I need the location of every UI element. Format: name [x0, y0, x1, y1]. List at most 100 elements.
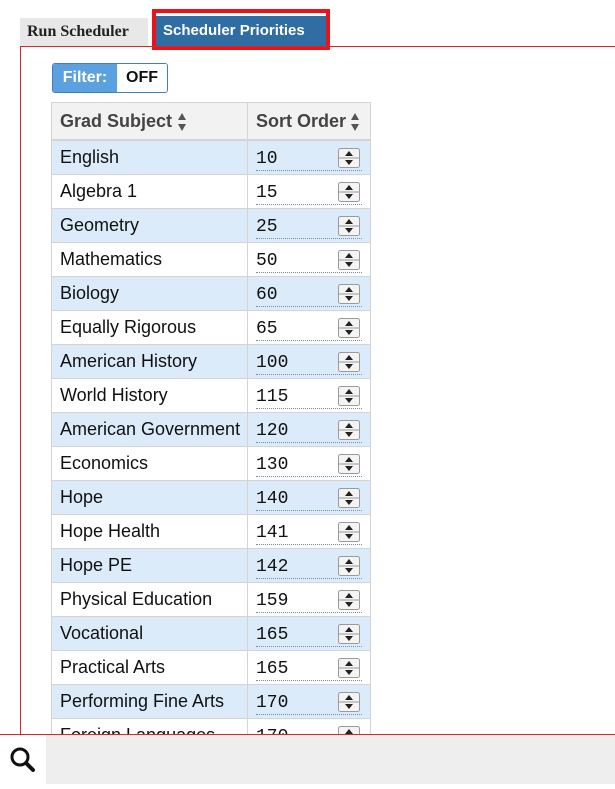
spinner[interactable] [338, 556, 360, 576]
spinner[interactable] [338, 590, 360, 610]
order-cell: 50 [247, 242, 371, 277]
table-row: Hope 140 [51, 480, 371, 515]
header-text: Sort Order [256, 111, 347, 131]
subject-cell: Geometry [51, 208, 248, 243]
order-cell: 141 [247, 514, 371, 549]
order-input[interactable]: 65 [256, 318, 362, 341]
order-input[interactable]: 159 [256, 590, 362, 613]
order-cell: 159 [247, 582, 371, 617]
tab-scheduler-priorities[interactable]: Scheduler Priorities [156, 16, 326, 46]
order-cell: 25 [247, 208, 371, 243]
order-input[interactable]: 50 [256, 250, 362, 273]
subject-cell: American Government [51, 412, 248, 447]
order-cell: 65 [247, 310, 371, 345]
order-input[interactable]: 141 [256, 522, 362, 545]
spinner[interactable] [338, 420, 360, 440]
subject-cell: Hope [51, 480, 248, 515]
order-input[interactable]: 140 [256, 488, 362, 511]
filter-toggle[interactable]: Filter: OFF [52, 63, 168, 93]
table-row: Economics 130 [51, 446, 371, 481]
subject-cell: World History [51, 378, 248, 413]
spinner[interactable] [338, 216, 360, 236]
sort-arrows[interactable] [177, 112, 187, 132]
spinner[interactable] [338, 488, 360, 508]
search-box[interactable] [0, 735, 46, 784]
order-cell: 60 [247, 276, 371, 311]
order-input[interactable]: 15 [256, 182, 362, 205]
order-cell: 15 [247, 174, 371, 209]
order-cell: 142 [247, 548, 371, 583]
table-row: Physical Education 159 [51, 582, 371, 617]
header-cell[interactable]: Sort Order [247, 102, 371, 140]
order-input[interactable]: 25 [256, 216, 362, 239]
table-row: Hope Health 141 [51, 514, 371, 549]
order-cell: 165 [247, 616, 371, 651]
spinner[interactable] [338, 658, 360, 678]
table-row: Vocational 165 [51, 616, 371, 651]
header-cell[interactable]: Grad Subject [51, 102, 248, 140]
order-cell: 10 [247, 140, 371, 175]
order-input[interactable]: 60 [256, 284, 362, 307]
table-header: Grad Subject Sort Order [51, 102, 371, 140]
order-input[interactable]: 100 [256, 352, 362, 375]
subject-cell: Economics [51, 446, 248, 481]
search-icon [10, 747, 35, 772]
order-input[interactable]: 165 [256, 658, 362, 681]
tab-run-scheduler[interactable]: Run Scheduler [20, 18, 148, 46]
order-input[interactable]: 115 [256, 386, 362, 409]
table-row: Foreign Languages 170 [51, 718, 371, 734]
spinner[interactable] [338, 182, 360, 202]
subject-cell: English [51, 140, 248, 175]
table-row: English 10 [51, 140, 371, 175]
table-row: Hope PE 142 [51, 548, 371, 583]
bottom-bar [0, 734, 615, 784]
order-input[interactable]: 142 [256, 556, 362, 579]
table-row: Practical Arts 165 [51, 650, 371, 685]
subject-cell: Equally Rigorous [51, 310, 248, 345]
subject-cell: Practical Arts [51, 650, 248, 685]
table-row: Equally Rigorous 65 [51, 310, 371, 345]
order-cell: 130 [247, 446, 371, 481]
table-row: Mathematics 50 [51, 242, 371, 277]
spinner[interactable] [338, 318, 360, 338]
subject-cell: Physical Education [51, 582, 248, 617]
sort-arrows[interactable] [350, 112, 360, 132]
panel: Filter: OFF Grad Subject Sort Order Englis… [20, 46, 615, 734]
spinner[interactable] [338, 148, 360, 168]
table-row: American Government 120 [51, 412, 371, 447]
order-cell: 140 [247, 480, 371, 515]
table-row: American History 100 [51, 344, 371, 379]
order-input[interactable]: 120 [256, 420, 362, 443]
spinner[interactable] [338, 284, 360, 304]
spinner[interactable] [338, 624, 360, 644]
order-cell: 115 [247, 378, 371, 413]
order-input[interactable]: 130 [256, 454, 362, 477]
order-input[interactable]: 165 [256, 624, 362, 647]
order-cell: 120 [247, 412, 371, 447]
highlight-box [152, 9, 330, 50]
spinner[interactable] [338, 692, 360, 712]
subject-cell: Mathematics [51, 242, 248, 277]
table-row: Biology 60 [51, 276, 371, 311]
subject-cell: Performing Fine Arts [51, 684, 248, 719]
order-input[interactable]: 170 [256, 726, 362, 734]
spinner[interactable] [338, 522, 360, 542]
spinner[interactable] [338, 250, 360, 270]
filter-state: OFF [117, 64, 167, 92]
order-input[interactable]: 170 [256, 692, 362, 715]
spinner[interactable] [338, 352, 360, 372]
spinner[interactable] [338, 454, 360, 474]
spinner[interactable] [338, 726, 360, 734]
order-input[interactable]: 10 [256, 148, 362, 171]
table-row: Geometry 25 [51, 208, 371, 243]
subject-cell: Vocational [51, 616, 248, 651]
spinner[interactable] [338, 386, 360, 406]
order-cell: 100 [247, 344, 371, 379]
table-row: Performing Fine Arts 170 [51, 684, 371, 719]
order-cell: 165 [247, 650, 371, 685]
header-text: Grad Subject [60, 111, 173, 131]
subject-cell: Hope Health [51, 514, 248, 549]
subject-cell: Foreign Languages [51, 718, 248, 734]
subject-cell: Biology [51, 276, 248, 311]
